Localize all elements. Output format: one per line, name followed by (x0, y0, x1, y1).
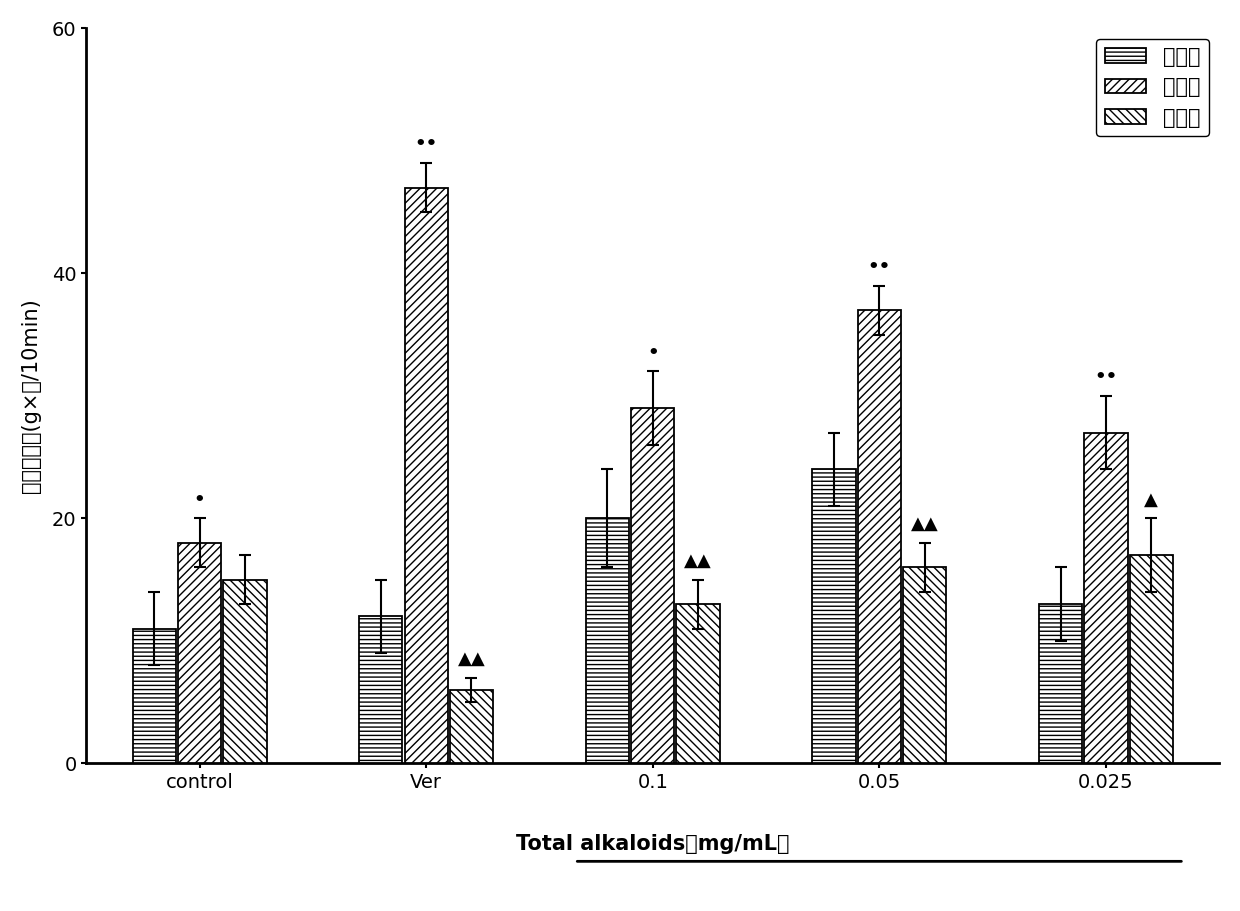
Bar (585, 518, 629, 763)
Y-axis label: 收缩活动力(g×次/10min): 收缩活动力(g×次/10min) (21, 299, 41, 493)
Bar (631, 408, 675, 763)
Legend: 造模前, 造模后, 给药后: 造模前, 造模后, 给药后 (1096, 39, 1209, 137)
Text: ▲▲: ▲▲ (910, 515, 939, 533)
Bar (360, 617, 403, 763)
Bar (1039, 604, 1083, 763)
Text: ••: •• (414, 136, 438, 153)
Text: ▲▲: ▲▲ (684, 552, 712, 569)
Bar (133, 629, 176, 763)
Text: ••: •• (1094, 368, 1117, 386)
Text: •: • (193, 490, 206, 508)
Text: ▲: ▲ (1145, 490, 1158, 508)
Bar (812, 469, 856, 763)
X-axis label: Total alkaloids（mg/mL）: Total alkaloids（mg/mL） (516, 834, 790, 854)
Bar (858, 310, 901, 763)
Bar (676, 604, 719, 763)
Bar (1130, 555, 1173, 763)
Bar (179, 543, 221, 763)
Text: •: • (647, 343, 658, 362)
Bar (1084, 433, 1127, 763)
Bar (223, 579, 267, 763)
Bar (903, 568, 946, 763)
Text: ••: •• (868, 258, 890, 276)
Bar (450, 690, 494, 763)
Bar (404, 188, 448, 763)
Text: ▲▲: ▲▲ (458, 650, 485, 668)
